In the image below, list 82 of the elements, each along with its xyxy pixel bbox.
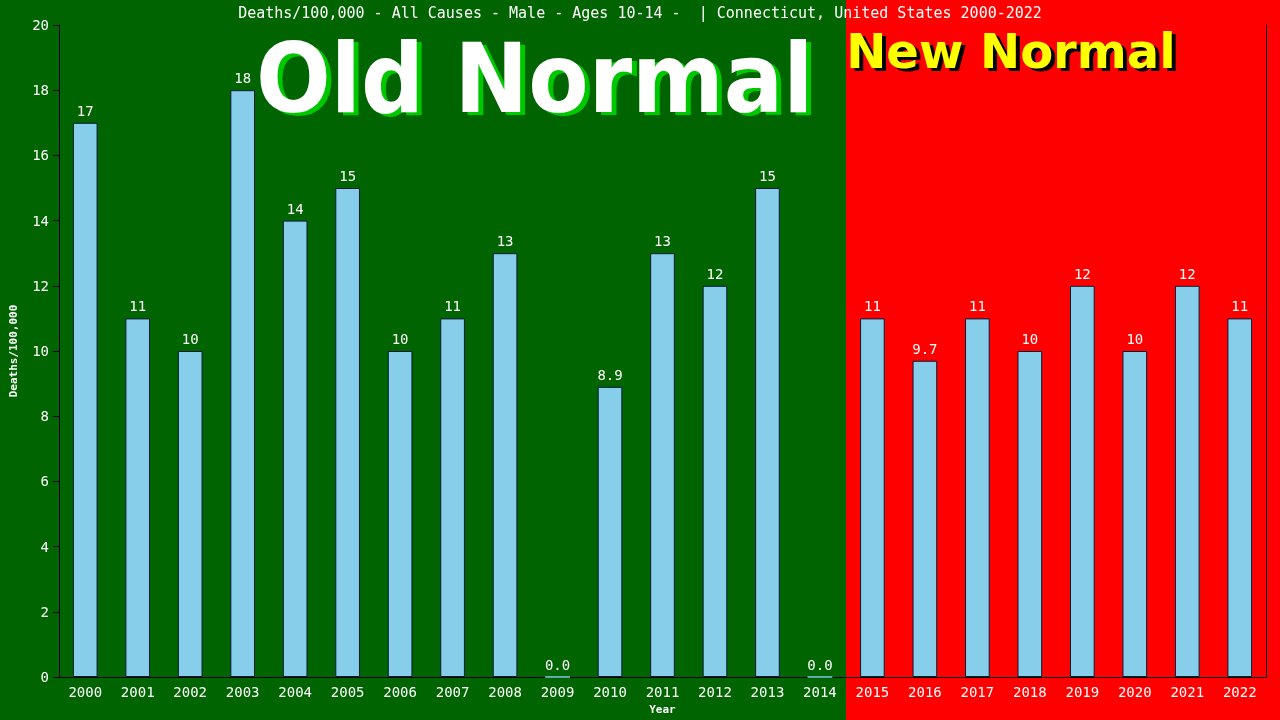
y-tick-label: 4 xyxy=(40,538,49,555)
data-label: 11 xyxy=(444,298,462,315)
data-label: 9.7 xyxy=(912,340,938,357)
y-axis-title: Deaths/100,000 xyxy=(7,304,20,398)
x-tick-label: 2009 xyxy=(540,684,575,700)
data-label: 17 xyxy=(76,102,94,119)
y-tick-label: 18 xyxy=(32,82,49,99)
bar xyxy=(125,318,151,677)
data-label: 12 xyxy=(1178,265,1196,282)
bar xyxy=(335,188,360,677)
data-label: 15 xyxy=(339,168,357,184)
y-tick-label: 16 xyxy=(32,147,49,164)
y-tick-label: 20 xyxy=(32,17,49,33)
bar xyxy=(860,318,885,677)
y-tick-label: 0 xyxy=(40,669,49,685)
bar xyxy=(755,188,780,677)
x-tick-label: 2018 xyxy=(1012,684,1047,700)
bar xyxy=(282,220,308,677)
x-tick-label: 2017 xyxy=(960,684,995,700)
y-tick-label: 6 xyxy=(40,473,49,490)
x-tick-label: 2004 xyxy=(278,684,313,700)
x-tick-label: 2007 xyxy=(435,684,470,700)
bar xyxy=(1174,285,1200,677)
data-label: 11 xyxy=(863,298,881,315)
x-tick-label: 2015 xyxy=(855,684,890,700)
data-label: 0.0 xyxy=(807,656,833,673)
y-tick-label: 14 xyxy=(32,212,49,229)
x-tick-label: 2019 xyxy=(1065,684,1100,700)
bar xyxy=(965,318,990,677)
x-tick-label: 2000 xyxy=(68,684,103,700)
x-tick-label: 2022 xyxy=(1222,684,1257,700)
band-label: Old Normal xyxy=(256,22,814,136)
x-tick-label: 2008 xyxy=(488,684,522,700)
x-tick-label: 2011 xyxy=(645,684,680,700)
y-tick-label: 2 xyxy=(40,603,49,620)
bar xyxy=(702,285,728,677)
x-tick-label: 2021 xyxy=(1170,684,1205,700)
data-label: 11 xyxy=(1231,298,1249,315)
data-label: 14 xyxy=(286,200,304,217)
x-tick-label: 2013 xyxy=(750,684,785,700)
bar xyxy=(492,253,518,677)
x-tick-label: 2014 xyxy=(803,684,837,700)
bar xyxy=(230,90,256,677)
y-tick-label: 8 xyxy=(40,408,49,425)
bar xyxy=(650,253,675,677)
x-tick-label: 2010 xyxy=(593,684,627,700)
bar xyxy=(597,386,623,677)
y-tick-label: 10 xyxy=(32,343,49,359)
bar xyxy=(1069,285,1095,677)
data-label: 12 xyxy=(1073,265,1091,282)
data-label: 10 xyxy=(181,331,199,347)
x-tick-label: 2005 xyxy=(330,684,365,700)
data-label: 0.0 xyxy=(544,656,571,673)
x-tick-label: 2016 xyxy=(908,684,942,700)
bar xyxy=(387,351,413,677)
data-label: 11 xyxy=(129,298,147,315)
data-label: 13 xyxy=(654,233,671,250)
x-tick-label: 2003 xyxy=(225,684,260,700)
bar xyxy=(177,351,203,677)
x-tick-label: 2020 xyxy=(1117,684,1152,700)
bar xyxy=(912,360,938,677)
bar xyxy=(1017,351,1043,677)
data-label: 13 xyxy=(496,233,514,250)
x-axis-title: Year xyxy=(649,702,677,716)
data-label: 11 xyxy=(968,298,986,315)
x-tick-label: 2012 xyxy=(698,684,732,700)
data-label: 12 xyxy=(706,265,724,282)
x-tick-label: 2006 xyxy=(383,684,417,700)
x-tick-label: 2002 xyxy=(173,684,208,700)
bar xyxy=(440,318,465,677)
data-label: 10 xyxy=(391,331,409,347)
bar xyxy=(72,122,98,677)
y-tick-label: 12 xyxy=(32,277,49,294)
x-tick-label: 2001 xyxy=(120,684,155,700)
data-label: 10 xyxy=(1126,331,1144,347)
data-label: 10 xyxy=(1021,331,1039,347)
data-label: 15 xyxy=(759,168,776,184)
bar xyxy=(1227,318,1253,677)
data-label: 18 xyxy=(234,70,252,87)
bar xyxy=(1122,351,1148,677)
data-label: 8.9 xyxy=(597,366,623,383)
band-label: New Normal xyxy=(846,23,1176,79)
